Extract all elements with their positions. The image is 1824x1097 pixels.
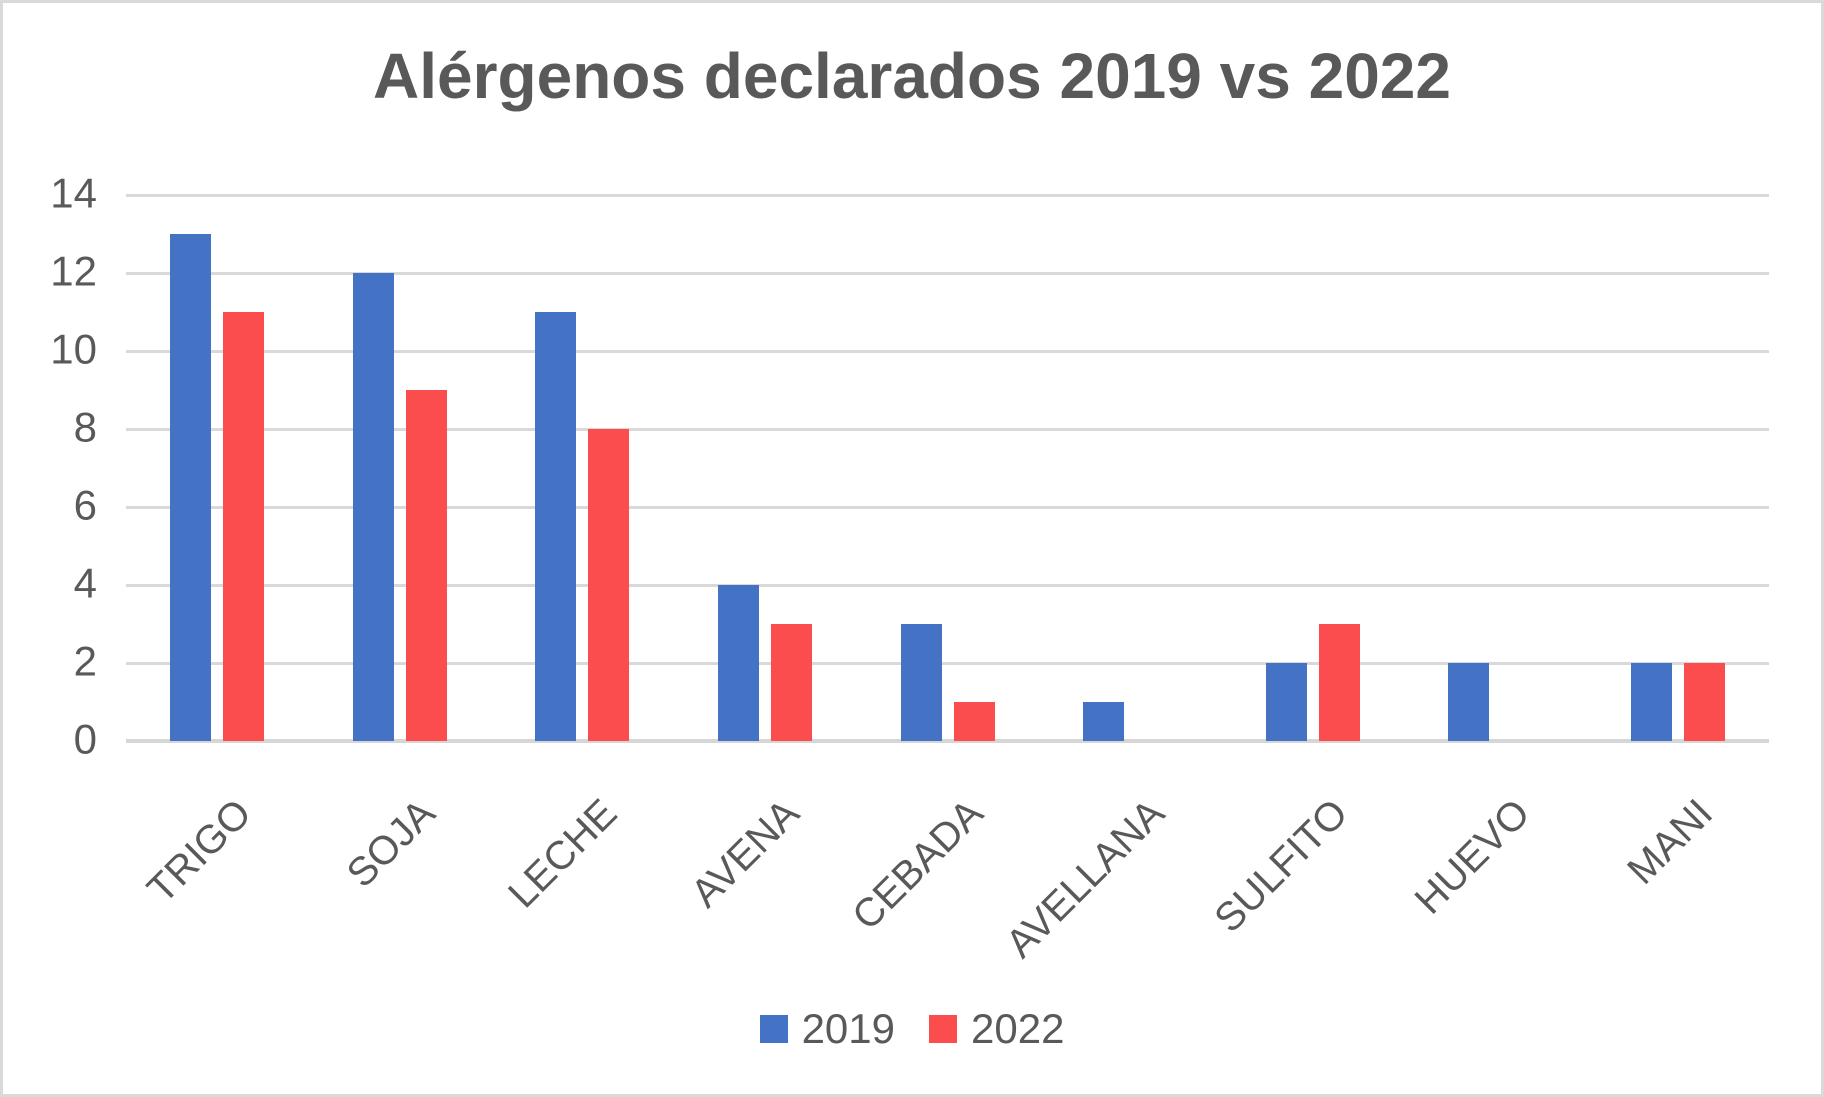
bar-2019-huevo [1448,663,1489,741]
legend-swatch-2019 [759,1015,788,1043]
gridline-12 [126,272,1769,275]
bar-2019-cebada [901,624,942,741]
x-label-mani: MANI [1619,791,1722,893]
x-label-leche: LECHE [499,791,626,917]
bar-2019-avena [718,585,759,741]
gridline-10 [126,350,1769,353]
bar-2019-mani [1631,663,1672,741]
chart-title: Alérgenos declarados 2019 vs 2022 [373,40,1451,112]
y-tick-10: 10 [50,325,97,373]
y-tick-14: 14 [50,169,97,217]
bar-2022-leche [588,429,629,741]
y-tick-12: 12 [50,247,97,295]
x-label-avellana: AVELLANA [997,791,1174,967]
gridline-0 [126,739,1769,743]
x-label-soja: SOJA [338,791,444,896]
gridline-14 [126,194,1769,197]
x-label-sulfito: SULFITO [1206,791,1357,942]
y-tick-0: 0 [73,715,97,763]
bar-2022-cebada [954,702,995,741]
y-tick-8: 8 [73,403,97,451]
bar-2022-soja [406,390,447,741]
bar-2019-soja [353,273,394,741]
bar-2022-sulfito [1319,624,1360,741]
x-label-trigo: TRIGO [139,791,261,912]
gridline-8 [126,428,1769,431]
legend-item-2022: 2022 [929,1008,1064,1050]
y-tick-6: 6 [73,481,97,529]
legend: 2019 2022 [3,1001,1821,1057]
legend-label-2019: 2019 [801,1005,895,1052]
bar-2019-trigo [170,234,211,741]
gridline-6 [126,506,1769,509]
x-label-huevo: HUEVO [1406,791,1539,923]
gridline-2 [126,662,1769,665]
x-label-cebada: CEBADA [843,791,992,939]
gridline-4 [126,584,1769,587]
bar-2022-mani [1684,663,1725,741]
bar-2022-trigo [223,312,264,741]
x-label-avena: AVENA [683,791,809,916]
legend-swatch-2022 [929,1015,957,1043]
legend-label-2022: 2022 [971,1005,1065,1052]
bar-2022-avena [771,624,812,741]
bar-2019-avellana [1083,702,1124,741]
bar-2019-sulfito [1266,663,1307,741]
bar-2019-leche [535,312,576,741]
y-tick-2: 2 [73,637,97,685]
y-tick-4: 4 [73,559,97,607]
legend-item-2019: 2019 [759,1005,895,1052]
